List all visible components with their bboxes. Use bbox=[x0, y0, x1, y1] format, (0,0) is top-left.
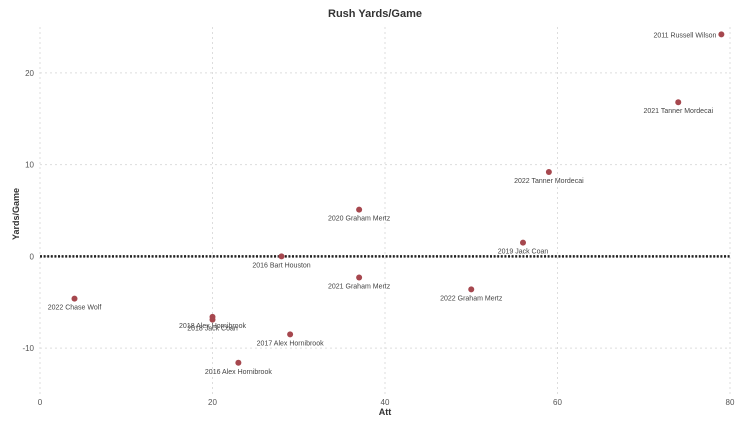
chart-title: Rush Yards/Game bbox=[328, 8, 422, 20]
data-point bbox=[278, 253, 285, 260]
data-label: 2019 Jack Coan bbox=[498, 249, 549, 256]
data-labels: 2011 Russell Wilson 2021 Tanner Mordecai 2… bbox=[48, 32, 717, 375]
data-label: 2021 Tanner Mordecai bbox=[643, 108, 713, 115]
x-axis-label: Att bbox=[379, 407, 392, 417]
data-label: 2020 Graham Mertz bbox=[328, 216, 391, 223]
x-tick-label: 80 bbox=[726, 398, 735, 407]
data-point bbox=[71, 295, 78, 302]
data-point bbox=[520, 239, 526, 246]
data-point bbox=[545, 168, 552, 175]
data-point bbox=[675, 99, 682, 106]
x-tick-label: 0 bbox=[38, 398, 43, 407]
data-point bbox=[356, 274, 363, 281]
data-label: 2022 Tanner Mordecai bbox=[514, 178, 584, 185]
axis-ticks: 0 20 40 60 80 -10 0 10 20 bbox=[22, 69, 735, 407]
x-tick-label: 40 bbox=[381, 398, 390, 407]
y-axis-label: Yards/Game bbox=[11, 188, 21, 240]
y-tick-label: -10 bbox=[22, 344, 34, 353]
data-points bbox=[71, 31, 725, 366]
data-label: 2022 Chase Wolf bbox=[48, 305, 102, 312]
y-tick-label: 20 bbox=[25, 69, 34, 78]
data-label: 2011 Russell Wilson bbox=[653, 32, 716, 39]
grid-lines bbox=[39, 27, 731, 394]
data-label: 2022 Graham Mertz bbox=[440, 295, 503, 302]
data-point bbox=[356, 206, 363, 213]
y-tick-label: 0 bbox=[30, 252, 35, 261]
data-label: 2016 Bart Houston bbox=[252, 262, 310, 269]
data-label: 2017 Alex Hornibrook bbox=[257, 340, 324, 347]
data-label: 2018 Jack Coan bbox=[187, 326, 238, 333]
y-tick-label: 10 bbox=[25, 161, 34, 170]
data-label: 2016 Alex Hornibrook bbox=[205, 369, 272, 376]
data-label: 2021 Graham Mertz bbox=[328, 283, 391, 290]
x-tick-label: 60 bbox=[553, 398, 562, 407]
x-tick-label: 20 bbox=[208, 398, 217, 407]
data-point bbox=[468, 286, 475, 293]
data-point bbox=[287, 331, 294, 338]
data-point bbox=[718, 31, 725, 38]
data-label: 2018 Alex Hornibrook bbox=[179, 323, 246, 330]
data-point bbox=[235, 359, 242, 366]
data-point bbox=[209, 316, 216, 323]
